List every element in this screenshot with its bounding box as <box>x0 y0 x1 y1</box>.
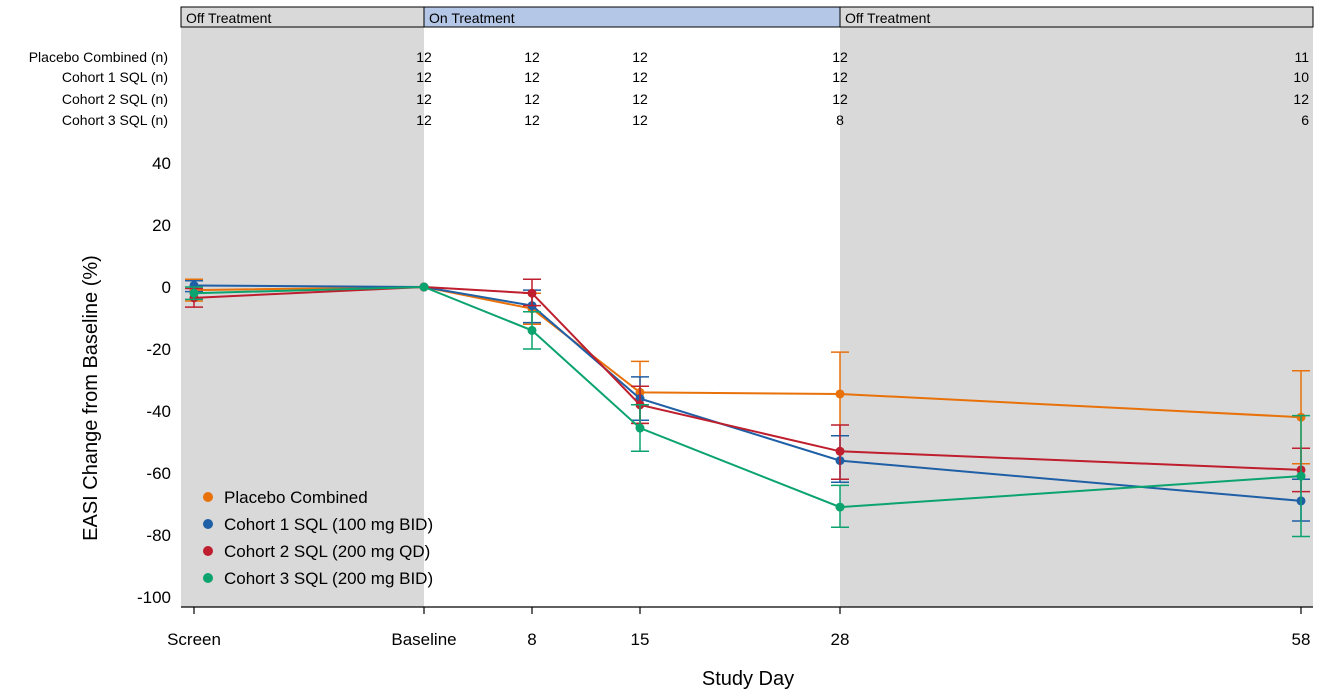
n-table-cell: 12 <box>832 49 848 65</box>
data-point <box>527 288 537 298</box>
y-tick-label: -40 <box>146 402 171 421</box>
n-table-cell: 10 <box>1293 69 1309 85</box>
y-tick-label: 20 <box>152 216 171 235</box>
n-table-cell: 12 <box>416 49 432 65</box>
n-table-cell: 12 <box>416 112 432 128</box>
x-tick-label: 8 <box>527 630 536 649</box>
legend-marker <box>203 492 213 502</box>
n-table-cell: 11 <box>1294 49 1309 65</box>
n-table: Placebo Combined (n) 12 12 12 12 11 Cohort 1 S… <box>29 49 1310 128</box>
y-axis-label: EASI Change from Baseline (%) <box>80 255 102 541</box>
phase-shade <box>840 27 1313 607</box>
data-point <box>835 502 845 512</box>
phase-header-label: Off Treatment <box>186 10 271 26</box>
legend-label: Cohort 3 SQL (200 mg BID) <box>224 569 433 588</box>
n-table-row-label: Cohort 3 SQL (n) <box>62 112 168 128</box>
n-table-cell: 12 <box>524 112 540 128</box>
x-tick-label: 28 <box>831 630 850 649</box>
phase-header-box <box>839 6 1314 28</box>
data-point <box>1296 471 1306 481</box>
phase-bands <box>181 27 1313 607</box>
x-tick-label: Screen <box>167 630 221 649</box>
n-table-row-label: Placebo Combined (n) <box>29 49 168 65</box>
y-tick-label: -100 <box>137 588 171 607</box>
n-table-row-label: Cohort 2 SQL (n) <box>62 91 168 107</box>
x-tick-label: 58 <box>1292 630 1311 649</box>
series-layer <box>185 278 1310 538</box>
n-table-cell: 12 <box>1293 91 1309 107</box>
n-table-cell: 12 <box>832 69 848 85</box>
series-line <box>193 284 1302 502</box>
n-table-cell: 12 <box>632 49 648 65</box>
n-table-cell: 6 <box>1301 112 1309 128</box>
legend: Placebo Combined Cohort 1 SQL (100 mg BID… <box>203 488 433 588</box>
data-point <box>189 288 199 298</box>
axes: 40 20 0 -20 -40 -60 -80 -100 Screen Baseline 8 15 28… <box>137 154 1313 649</box>
data-point <box>835 389 845 399</box>
series-4 <box>185 282 1310 538</box>
n-table-cell: 12 <box>832 91 848 107</box>
x-axis-label: Study Day <box>702 668 794 690</box>
legend-label: Cohort 2 SQL (200 mg QD) <box>224 542 430 561</box>
n-table-cell: 12 <box>524 91 540 107</box>
data-point <box>835 446 845 456</box>
n-table-cell: 12 <box>632 91 648 107</box>
n-table-cell: 12 <box>524 49 540 65</box>
x-tick-label: 15 <box>631 630 650 649</box>
n-table-cell: 12 <box>632 69 648 85</box>
data-point <box>527 325 537 335</box>
y-tick-label: -20 <box>146 340 171 359</box>
y-tick-label: -60 <box>146 464 171 483</box>
n-table-cell: 12 <box>416 91 432 107</box>
n-table-row-label: Cohort 1 SQL (n) <box>62 69 168 85</box>
y-tick-label: 40 <box>152 154 171 173</box>
legend-marker <box>203 573 213 583</box>
x-tick-label: Baseline <box>391 630 456 649</box>
n-table-cell: 12 <box>632 112 648 128</box>
phase-header-label: Off Treatment <box>845 10 930 26</box>
phase-shade <box>181 27 424 607</box>
data-point <box>635 423 645 433</box>
y-tick-label: -80 <box>146 526 171 545</box>
legend-marker <box>203 546 213 556</box>
series-line <box>193 285 1302 509</box>
legend-label: Placebo Combined <box>224 488 368 507</box>
legend-marker <box>203 519 213 529</box>
n-table-cell: 8 <box>836 112 844 128</box>
data-point <box>419 282 429 292</box>
phase-header-label: On Treatment <box>429 10 515 26</box>
n-table-cell: 12 <box>416 69 432 85</box>
legend-label: Cohort 1 SQL (100 mg BID) <box>224 515 433 534</box>
phase-header: Off Treatment On Treatment Off Treatment <box>180 6 1314 28</box>
y-tick-label: 0 <box>162 278 171 297</box>
n-table-cell: 12 <box>524 69 540 85</box>
